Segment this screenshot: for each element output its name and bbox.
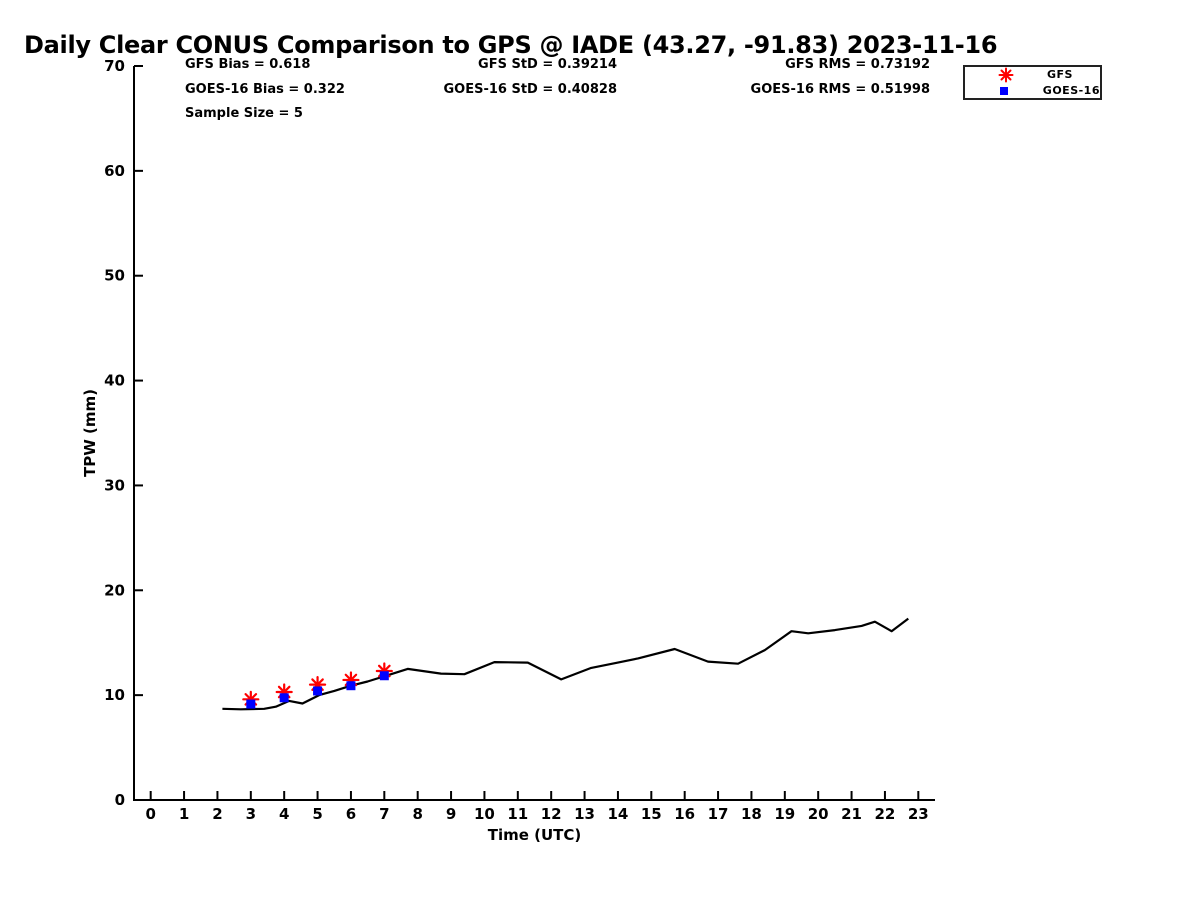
stat-goes16-bias: GOES-16 Bias = 0.322 [185,82,345,97]
stat-goes16-std: GOES-16 StD = 0.40828 [443,82,617,97]
y-tick-label: 70 [104,57,125,75]
axes [133,66,935,801]
legend-entry-goes16: GOES-16 [965,83,1100,99]
y-tick-label: 30 [104,476,125,494]
x-tick-label: 12 [541,805,562,823]
x-tick-label: 10 [474,805,495,823]
y-tick-label: 50 [104,267,125,285]
x-tick-label: 19 [774,805,795,823]
x-tick-label: 0 [145,805,155,823]
x-tick-label: 7 [379,805,389,823]
x-tick-label: 2 [212,805,222,823]
stat-gfs-std: GFS StD = 0.39214 [478,57,617,72]
stat-goes16-rms: GOES-16 RMS = 0.51998 [750,82,930,97]
y-tick-label: 60 [104,162,125,180]
x-tick-label: 15 [641,805,662,823]
x-tick-label: 22 [875,805,896,823]
y-tick-label: 20 [104,581,125,599]
stat-gfs-bias: GFS Bias = 0.618 [185,57,311,72]
gfs-markers [242,662,393,708]
x-tick-label: 21 [841,805,862,823]
x-tick-label: 6 [346,805,356,823]
x-tick-label: 18 [741,805,762,823]
legend-label-goes16: GOES-16 [1042,84,1100,97]
x-tick-label: 4 [279,805,289,823]
x-tick-label: 3 [246,805,256,823]
stat-gfs-rms: GFS RMS = 0.73192 [785,57,930,72]
chart-title: Daily Clear CONUS Comparison to GPS @ IA… [24,31,998,59]
y-tick-label: 10 [104,686,125,704]
x-tick-label: 16 [674,805,695,823]
x-tick-label: 20 [808,805,829,823]
goes16-square-icon [965,83,1043,99]
legend-label-gfs: GFS [1047,68,1073,81]
x-tick-label: 8 [412,805,422,823]
gfs-asterisk-icon [965,67,1047,83]
x-tick-label: 14 [608,805,629,823]
x-tick-label: 9 [446,805,456,823]
x-tick-label: 1 [179,805,189,823]
y-tick-label: 40 [104,372,125,390]
stat-sample-size: Sample Size = 5 [185,106,303,121]
y-axis: 0 10 20 30 40 50 60 70 [104,57,143,809]
x-tick-label: 11 [507,805,528,823]
gps-line [222,617,909,711]
x-axis: 0 1 2 3 4 5 6 7 8 9 10 11 12 13 14 15 16 17 18 19 20 21 22 23 [145,791,929,823]
goes-16-markers [246,671,389,709]
x-tick-label: 17 [708,805,729,823]
y-tick-label: 0 [115,791,125,809]
x-axis-label: Time (UTC) [488,826,582,844]
x-tick-label: 23 [908,805,929,823]
x-tick-label: 13 [574,805,595,823]
legend: GFS GOES-16 [963,65,1102,100]
x-tick-label: 5 [312,805,322,823]
legend-entry-gfs: GFS [965,67,1100,83]
y-axis-label: TPW (mm) [81,389,99,477]
